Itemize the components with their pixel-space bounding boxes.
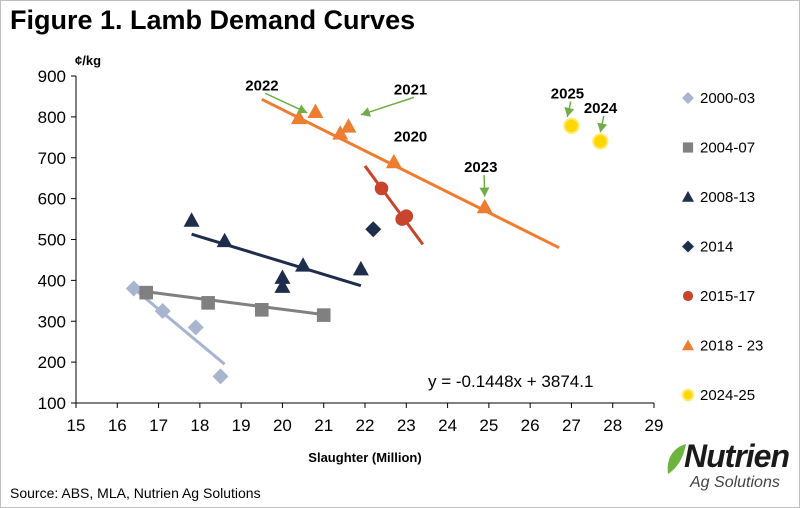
data-point	[385, 153, 402, 169]
y-tick-label: 800	[38, 108, 66, 127]
x-tick-label: 22	[356, 416, 375, 435]
data-point	[352, 260, 369, 276]
data-point	[154, 303, 171, 320]
legend-label: 2015-17	[700, 288, 755, 305]
year-annotation: 2023	[464, 159, 497, 176]
legend-marker	[682, 290, 694, 302]
year-annotation: 2021	[394, 81, 427, 98]
data-point	[254, 303, 269, 317]
x-tick-label: 25	[479, 416, 498, 435]
y-tick-label: 300	[38, 312, 66, 331]
x-tick-label: 28	[603, 416, 622, 435]
data-point	[274, 269, 291, 284]
x-tick-label: 29	[645, 416, 664, 435]
y-axis-label: ¢/kg	[75, 53, 101, 68]
logo-subtitle: Ag Solutions	[690, 474, 780, 491]
data-point	[212, 368, 229, 385]
data-point	[187, 319, 204, 336]
source-note: Source: ABS, MLA, Nutrien Ag Solutions	[10, 485, 261, 501]
trendline	[137, 289, 329, 317]
leaf-icon	[667, 444, 686, 474]
y-tick-label: 700	[38, 149, 66, 168]
legend-label: 2004-07	[700, 140, 755, 157]
legend-label: 2014	[700, 239, 733, 256]
data-point	[295, 257, 312, 272]
annotation-arrowhead	[360, 107, 371, 117]
x-tick-label: 21	[314, 416, 333, 435]
annotation-arrowhead	[296, 104, 308, 114]
data-point	[216, 232, 233, 248]
x-tick-label: 26	[521, 416, 540, 435]
annotation-arrowhead	[479, 187, 490, 197]
annotation-arrow	[360, 96, 415, 116]
trend-equation: y = -0.1448x + 3874.1	[428, 372, 593, 391]
trendlines-group	[132, 97, 560, 366]
year-annotation: 2024	[584, 100, 618, 117]
x-tick-label: 15	[67, 416, 86, 435]
year-annotation: 2025	[551, 85, 584, 102]
trendline	[191, 232, 362, 288]
y-tick-label: 600	[38, 190, 66, 209]
data-point	[592, 133, 609, 150]
data-point	[201, 296, 215, 310]
legend-marker	[682, 240, 694, 253]
legend-marker	[681, 388, 695, 402]
legend-marker	[682, 339, 694, 351]
legend-marker	[682, 191, 694, 202]
x-tick-label: 17	[149, 416, 168, 435]
y-tick-label: 500	[38, 231, 66, 250]
data-point	[399, 209, 414, 224]
data-point	[274, 278, 291, 293]
nutrien-logo: Nutrien Ag Solutions	[662, 438, 792, 498]
y-tick-label: 200	[38, 353, 66, 372]
data-point	[183, 212, 200, 227]
legend-marker	[682, 142, 694, 153]
data-point	[290, 109, 307, 125]
figure-title: Figure 1. Lamb Demand Curves	[10, 5, 416, 35]
data-point	[365, 221, 382, 238]
annotation-arrowhead	[564, 106, 575, 117]
x-tick-label: 20	[273, 416, 292, 435]
trendline	[363, 165, 425, 246]
y-tick-label: 400	[38, 271, 66, 290]
x-axis-label: Slaughter (Million)	[308, 450, 421, 465]
x-tick-label: 23	[397, 416, 416, 435]
legend-label: 2000-03	[700, 90, 755, 107]
data-point	[340, 118, 357, 133]
legend-label: 2018 - 23	[700, 338, 763, 355]
data-point	[316, 308, 331, 322]
data-point	[307, 103, 324, 118]
annotation-arrowhead	[597, 122, 608, 133]
y-tick-label: 900	[38, 67, 66, 86]
legend-group: 2000-03 2004-07 2008-13 2014 2015-17 2018 - 2…	[681, 90, 763, 404]
x-tick-label: 18	[190, 416, 209, 435]
y-tick-label: 100	[38, 394, 66, 413]
trendline	[261, 97, 560, 250]
axes-group: 15 16 17 18 19 20 21 22 23 24 25 26 27 28 291002003004…	[38, 67, 664, 435]
data-point	[332, 125, 349, 140]
year-annotation: 2022	[245, 77, 278, 94]
data-point	[476, 198, 493, 214]
data-point	[563, 117, 580, 135]
legend-label: 2008-13	[700, 189, 755, 206]
data-point	[125, 280, 142, 297]
x-tick-label: 27	[562, 416, 581, 435]
x-tick-label: 16	[108, 416, 127, 435]
year-annotation: 2020	[394, 128, 427, 145]
data-point	[139, 285, 153, 300]
x-tick-label: 19	[232, 416, 251, 435]
marks-group	[125, 103, 609, 385]
legend-marker	[682, 92, 694, 104]
x-tick-label: 24	[438, 416, 457, 435]
legend-label: 2024-25	[700, 387, 755, 404]
data-point	[374, 181, 389, 196]
trendline	[132, 287, 226, 366]
logo-wordmark: Nutrien	[684, 438, 790, 474]
